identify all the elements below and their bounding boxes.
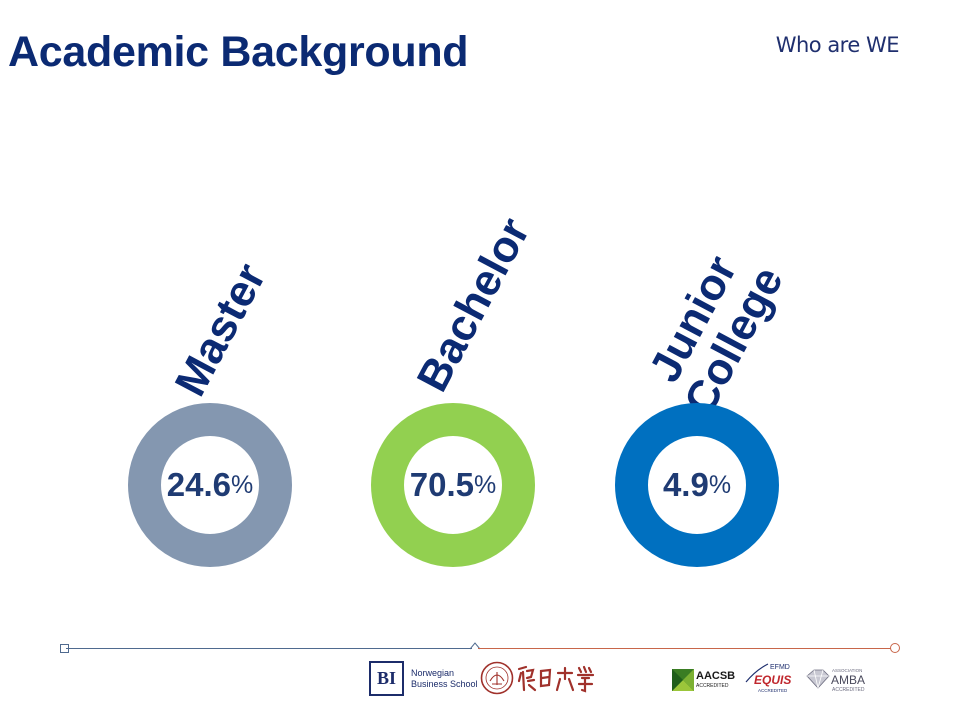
ring-value-junior-college: 4.9%: [615, 403, 779, 567]
svg-text:AMBA: AMBA: [831, 673, 865, 687]
aacsb-logo-text: AACSB: [696, 670, 736, 682]
ring-unit-bachelor: %: [474, 470, 497, 499]
ring-number-junior-college: 4.9: [662, 466, 709, 503]
category-label-junior-college: Junior College: [636, 238, 793, 422]
ring-value-master: 24.6%: [128, 403, 292, 567]
fudan-seal-icon: [480, 661, 514, 695]
amba-logo-icon: ASSOCIATION AMBA ACCREDITED: [806, 668, 865, 693]
ring-unit-master: %: [231, 470, 254, 499]
bi-logo-icon: BI: [369, 661, 404, 696]
ring-master: 24.6%: [128, 403, 292, 567]
svg-text:ACCREDITED: ACCREDITED: [832, 687, 865, 693]
ring-number-master: 24.6: [166, 466, 231, 503]
bi-logo-line1: Norwegian: [411, 668, 455, 678]
ring-junior-college: 4.9%: [615, 403, 779, 567]
ring-number-bachelor: 70.5: [409, 466, 474, 503]
category-label-master: Master: [165, 255, 276, 404]
svg-text:EQUIS: EQUIS: [754, 673, 791, 687]
equis-logo-icon: EFMD EQUIS ACCREDITED: [745, 663, 791, 693]
footer-divider-left: [66, 648, 472, 649]
svg-text:ASSOCIATION: ASSOCIATION: [832, 668, 862, 673]
footer-circle-marker: [890, 643, 900, 653]
footer-divider-right: [478, 648, 891, 649]
bi-logo-text: Norwegian Business School: [411, 668, 478, 690]
bi-logo-line2: Business School: [411, 679, 478, 689]
ring-value-bachelor: 70.5%: [371, 403, 535, 567]
aacsb-logo-icon: [672, 669, 694, 691]
svg-text:EFMD: EFMD: [770, 664, 790, 671]
ring-bachelor: 70.5%: [371, 403, 535, 567]
category-label-bachelor: Bachelor: [407, 210, 540, 400]
svg-text:ACCREDITED: ACCREDITED: [758, 688, 788, 693]
footer-chevron-icon: [470, 642, 480, 650]
aacsb-logo-sub: ACCREDITED: [696, 683, 729, 689]
fudan-calligraphy-icon: [517, 665, 595, 693]
page-title: Academic Background: [8, 28, 469, 76]
ring-unit-junior-college: %: [708, 470, 732, 499]
section-label: Who are WE: [775, 33, 900, 57]
